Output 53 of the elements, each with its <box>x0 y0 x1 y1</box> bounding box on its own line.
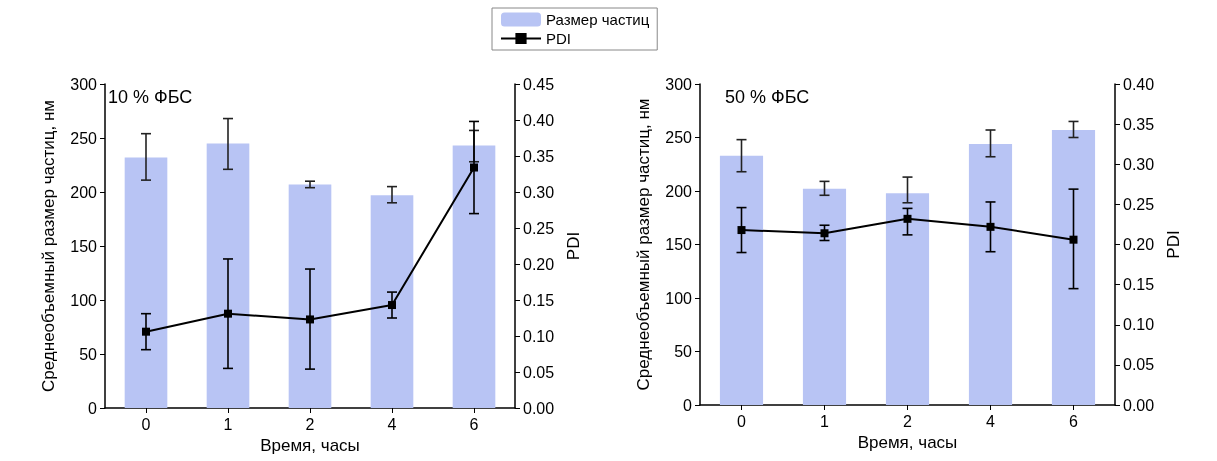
y2-tick-label: 0.45 <box>523 75 555 93</box>
y2-tick-label: 0.30 <box>1123 155 1155 173</box>
y2-tick-label: 0.25 <box>523 219 555 237</box>
y2-tick-label: 0.35 <box>523 147 555 165</box>
x-axis-title: Время, часы <box>857 432 958 452</box>
y-tick-label: 250 <box>70 129 98 147</box>
x-tick-label: 4 <box>986 412 996 430</box>
y2-tick-label: 0.35 <box>1123 115 1155 133</box>
x-tick-label: 6 <box>469 415 479 433</box>
y-tick-label: 300 <box>70 75 98 93</box>
y2-tick-label: 0.15 <box>523 291 555 309</box>
x-tick-label: 4 <box>387 415 397 433</box>
x-tick-label: 1 <box>223 415 233 433</box>
y-tick-label: 100 <box>665 289 693 307</box>
x-tick-label: 0 <box>141 415 151 433</box>
y2-tick-label: 0.40 <box>523 111 555 129</box>
y2-tick-label: 0.25 <box>1123 195 1155 213</box>
y-axis-title: Среднеобъемный размер частиц, нм <box>634 98 653 391</box>
y-tick-label: 50 <box>79 345 98 363</box>
y-axis-title: Среднеобъемный размер частиц, нм <box>39 100 58 392</box>
annotation: 10 % ФБС <box>108 87 193 107</box>
y-tick-label: 150 <box>665 236 693 253</box>
x-axis-title: Время, часы <box>260 435 360 455</box>
legend-label: PDI <box>546 30 572 47</box>
x-tick-label: 0 <box>737 412 747 430</box>
y-tick-label: 300 <box>665 75 693 93</box>
y2-tick-label: 0.20 <box>523 255 555 273</box>
y-tick-label: 100 <box>70 291 98 309</box>
y2-axis-title: PDI <box>1164 230 1184 259</box>
y2-tick-label: 0.20 <box>1123 236 1155 253</box>
legend-label: Размер частиц <box>546 11 650 28</box>
y-tick-label: 200 <box>70 183 98 201</box>
y2-tick-label: 0.30 <box>523 183 555 201</box>
y2-tick-label: 0.00 <box>1123 396 1155 414</box>
y-tick-label: 50 <box>674 343 693 360</box>
y2-tick-label: 0.40 <box>1123 75 1155 93</box>
y2-tick-label: 0.10 <box>523 327 555 345</box>
y-tick-label: 0 <box>683 396 693 414</box>
y2-tick-label: 0.05 <box>523 363 555 381</box>
y2-axis-title: PDI <box>564 231 584 261</box>
y-tick-label: 150 <box>70 237 98 255</box>
x-tick-label: 2 <box>305 415 315 433</box>
y-tick-label: 0 <box>88 399 98 417</box>
y2-tick-label: 0.05 <box>1123 356 1155 374</box>
x-tick-label: 1 <box>820 412 830 430</box>
x-tick-label: 6 <box>1069 412 1079 430</box>
y-tick-label: 250 <box>665 129 693 146</box>
y2-tick-label: 0.10 <box>1123 316 1155 334</box>
y2-tick-label: 0.00 <box>523 399 555 417</box>
x-tick-label: 2 <box>903 412 913 430</box>
annotation: 50 % ФБС <box>725 87 810 107</box>
y-tick-label: 200 <box>665 182 693 200</box>
y2-tick-label: 0.15 <box>1123 276 1155 294</box>
